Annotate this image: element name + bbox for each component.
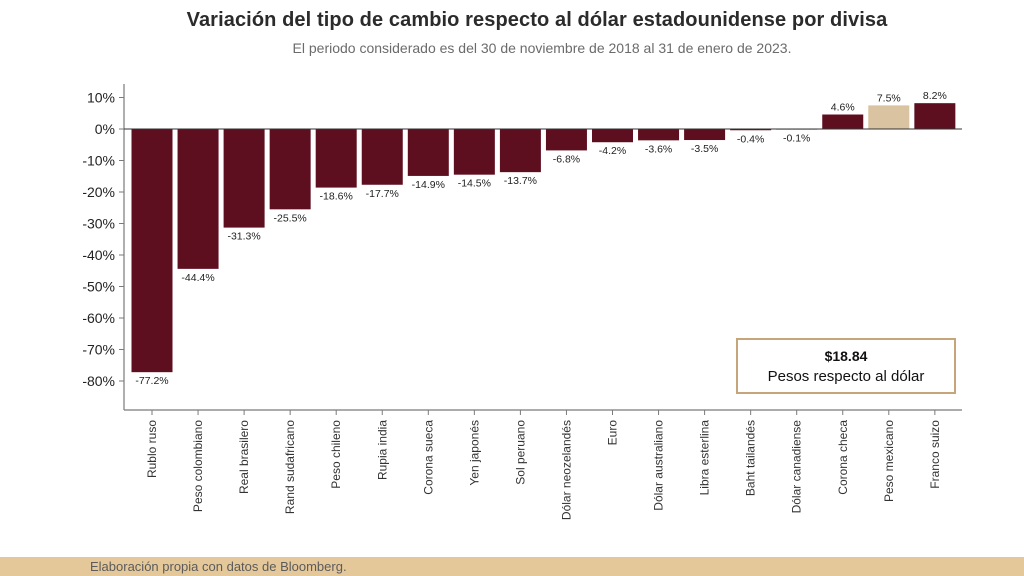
category-label: Libra esterlina — [698, 420, 712, 496]
bar — [361, 129, 403, 185]
bar — [545, 129, 587, 151]
bar — [914, 103, 956, 129]
bar — [453, 129, 495, 175]
data-label: -0.1% — [783, 132, 810, 144]
bar — [315, 129, 357, 188]
callout-amount: $18.84 — [824, 348, 868, 364]
data-label: -77.2% — [135, 375, 168, 387]
category-label: Peso colombiano — [191, 420, 205, 512]
y-tick-label: -40% — [82, 247, 115, 263]
y-tick-label: 0% — [95, 121, 115, 137]
y-tick-label: -50% — [82, 279, 115, 295]
data-label: -25.5% — [274, 212, 307, 224]
bar — [638, 129, 680, 141]
bar — [177, 129, 219, 269]
y-tick-label: 10% — [87, 90, 115, 106]
y-tick-label: -60% — [82, 310, 115, 326]
y-tick-label: -10% — [82, 153, 115, 169]
category-label: Sol peruano — [513, 420, 527, 485]
data-label: 4.6% — [831, 102, 855, 114]
footer-source: Elaboración propia con datos de Bloomber… — [90, 559, 347, 574]
data-label: -14.9% — [412, 179, 445, 191]
bar — [822, 114, 864, 129]
y-tick-label: -70% — [82, 342, 115, 358]
data-label: -13.7% — [504, 175, 537, 187]
bar — [868, 105, 910, 129]
data-label: -3.5% — [691, 143, 718, 155]
footer-bar: Elaboración propia con datos de Bloomber… — [0, 557, 1024, 576]
bar — [223, 129, 265, 228]
category-label: Dólar australiano — [652, 420, 666, 511]
exchange-rate-callout: $18.84 Pesos respecto al dólar — [736, 338, 956, 394]
category-label: Corona sueca — [421, 420, 435, 495]
callout-description: Pesos respecto al dólar — [767, 368, 925, 385]
data-label: -4.2% — [599, 145, 626, 157]
bar — [592, 129, 633, 143]
category-label: Euro — [606, 420, 620, 446]
category-label: Yen japonés — [467, 420, 481, 486]
category-label: Rublo ruso — [145, 420, 159, 478]
y-tick-label: -20% — [82, 184, 115, 200]
bar — [269, 129, 311, 210]
category-label: Corona checa — [836, 420, 850, 495]
category-label: Dólar canadiense — [790, 420, 804, 514]
bar — [407, 129, 449, 176]
data-label: -3.6% — [645, 143, 672, 155]
y-tick-label: -30% — [82, 216, 115, 232]
data-label: -44.4% — [181, 272, 214, 284]
category-label: Rupia india — [375, 420, 389, 480]
chart-subtitle: El periodo considerado es del 30 de novi… — [292, 40, 792, 56]
chart-title: Variación del tipo de cambio respecto al… — [186, 9, 888, 31]
category-label: Dólar neozelandés — [559, 420, 573, 520]
data-label: -17.7% — [366, 188, 399, 200]
data-label: -0.4% — [737, 133, 764, 145]
data-label: 8.2% — [923, 90, 947, 102]
category-label: Peso mexicano — [882, 420, 896, 502]
bar — [499, 129, 541, 173]
bar — [730, 129, 772, 131]
category-label: Baht tailandés — [744, 420, 758, 496]
category-label: Peso chileno — [329, 420, 343, 489]
category-label: Real brasilero — [237, 420, 251, 494]
data-label: 7.5% — [877, 92, 901, 104]
bar — [684, 129, 726, 141]
y-tick-label: -80% — [82, 373, 115, 389]
data-label: -14.5% — [458, 178, 491, 190]
data-label: -6.8% — [553, 153, 580, 165]
category-label: Rand sudafricano — [283, 420, 297, 514]
data-label: -18.6% — [320, 191, 353, 203]
bar — [131, 129, 173, 373]
data-label: -31.3% — [227, 231, 260, 243]
category-label: Franco suizo — [928, 420, 942, 489]
